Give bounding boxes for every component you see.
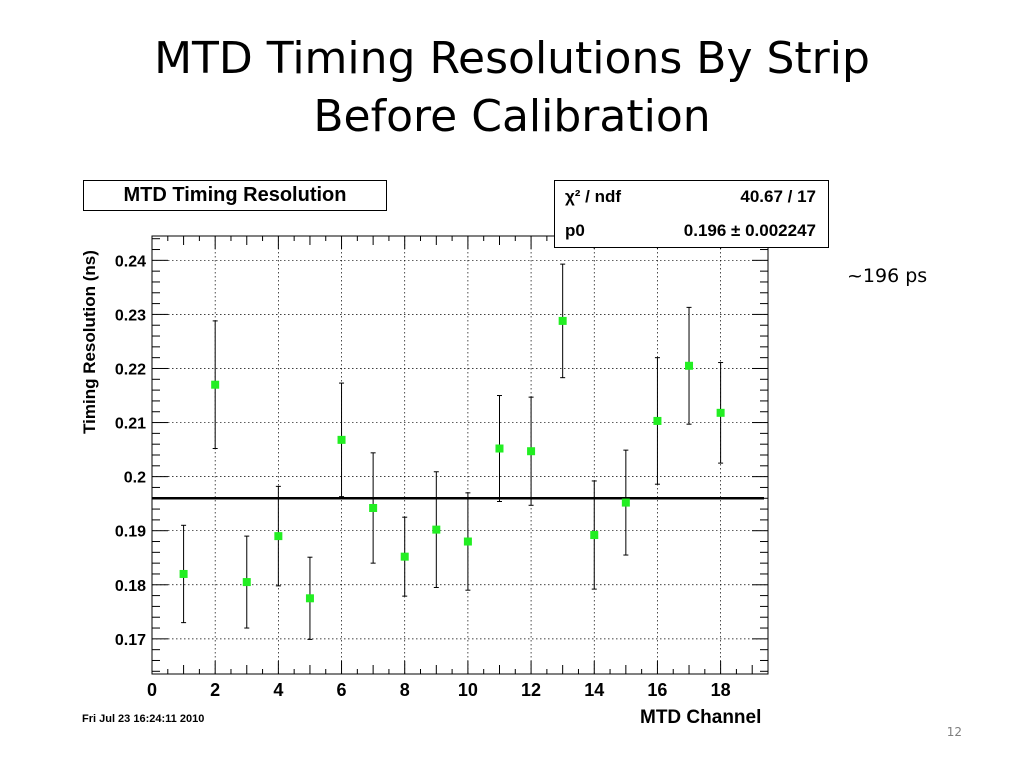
plot-frame xyxy=(151,235,769,675)
x-tick-label: 8 xyxy=(400,680,410,700)
marker-layer xyxy=(179,316,725,603)
fit-stats-box: χ² / ndf 40.67 / 17 p0 0.196 ± 0.002247 xyxy=(554,180,829,248)
data-point xyxy=(305,594,314,603)
y-axis-title: Timing Resolution (ns) xyxy=(80,250,99,434)
data-point xyxy=(716,408,725,417)
x-tick-label: 12 xyxy=(521,680,541,700)
x-tick-label: 10 xyxy=(458,680,478,700)
error-bar-layer xyxy=(181,263,724,640)
x-tick-label: 6 xyxy=(337,680,347,700)
slide-title-line-1: MTD Timing Resolutions By Strip xyxy=(154,33,870,84)
y-tick-label: 0.17 xyxy=(115,632,146,649)
slide-title: MTD Timing Resolutions By Strip Before C… xyxy=(0,30,1024,146)
data-point xyxy=(369,503,378,512)
data-point xyxy=(179,569,188,578)
stats-row-chi2: χ² / ndf 40.67 / 17 xyxy=(565,187,816,213)
data-point xyxy=(463,537,472,546)
x-tick-label: 0 xyxy=(147,680,157,700)
data-point xyxy=(495,444,504,453)
y-tick-label: 0.19 xyxy=(115,524,146,541)
p0-label: p0 xyxy=(565,221,585,240)
y-tick-label: 0.23 xyxy=(115,307,146,324)
slide-title-line-2: Before Calibration xyxy=(313,91,711,142)
x-tick-label: 14 xyxy=(584,680,604,700)
data-point xyxy=(590,531,599,540)
x-tick-label: 18 xyxy=(711,680,731,700)
y-tick-label: 0.21 xyxy=(115,416,146,433)
y-tick-label: 0.24 xyxy=(115,253,146,270)
chi2-label: χ² / ndf xyxy=(565,187,622,206)
data-point xyxy=(337,435,346,444)
data-point xyxy=(653,416,662,425)
y-tick-label: 0.2 xyxy=(124,470,146,487)
p0-value: 0.196 ± 0.002247 xyxy=(683,221,816,240)
grid-layer xyxy=(152,236,768,674)
x-tick-label: 4 xyxy=(273,680,283,700)
data-point xyxy=(432,525,441,534)
page-number: 12 xyxy=(946,725,962,739)
x-tick-label: 2 xyxy=(210,680,220,700)
chi2-value: 40.67 / 17 xyxy=(740,187,816,206)
tick-layer xyxy=(151,236,769,674)
data-point xyxy=(274,532,283,541)
tick-label-layer: 0 2 4 6 8 10 12 14 16 18 0.17 0.18 0.19 0.2 0.21 0.22 0.… xyxy=(115,253,731,700)
x-tick-label: 16 xyxy=(647,680,667,700)
x-axis-title: MTD Channel xyxy=(640,707,762,728)
date-stamp: Fri Jul 23 16:24:11 2010 xyxy=(82,713,205,725)
data-point xyxy=(527,447,536,456)
data-point xyxy=(621,498,630,507)
data-point xyxy=(685,361,694,370)
data-point xyxy=(400,552,409,561)
y-tick-label: 0.18 xyxy=(115,578,146,595)
annotation-text: ~196 ps xyxy=(847,265,928,287)
data-point xyxy=(558,316,567,325)
chart-title: MTD Timing Resolution xyxy=(83,180,387,211)
y-tick-label: 0.22 xyxy=(115,361,146,378)
data-point xyxy=(211,380,220,389)
stats-row-p0: p0 0.196 ± 0.002247 xyxy=(565,221,816,247)
data-point xyxy=(242,578,251,587)
